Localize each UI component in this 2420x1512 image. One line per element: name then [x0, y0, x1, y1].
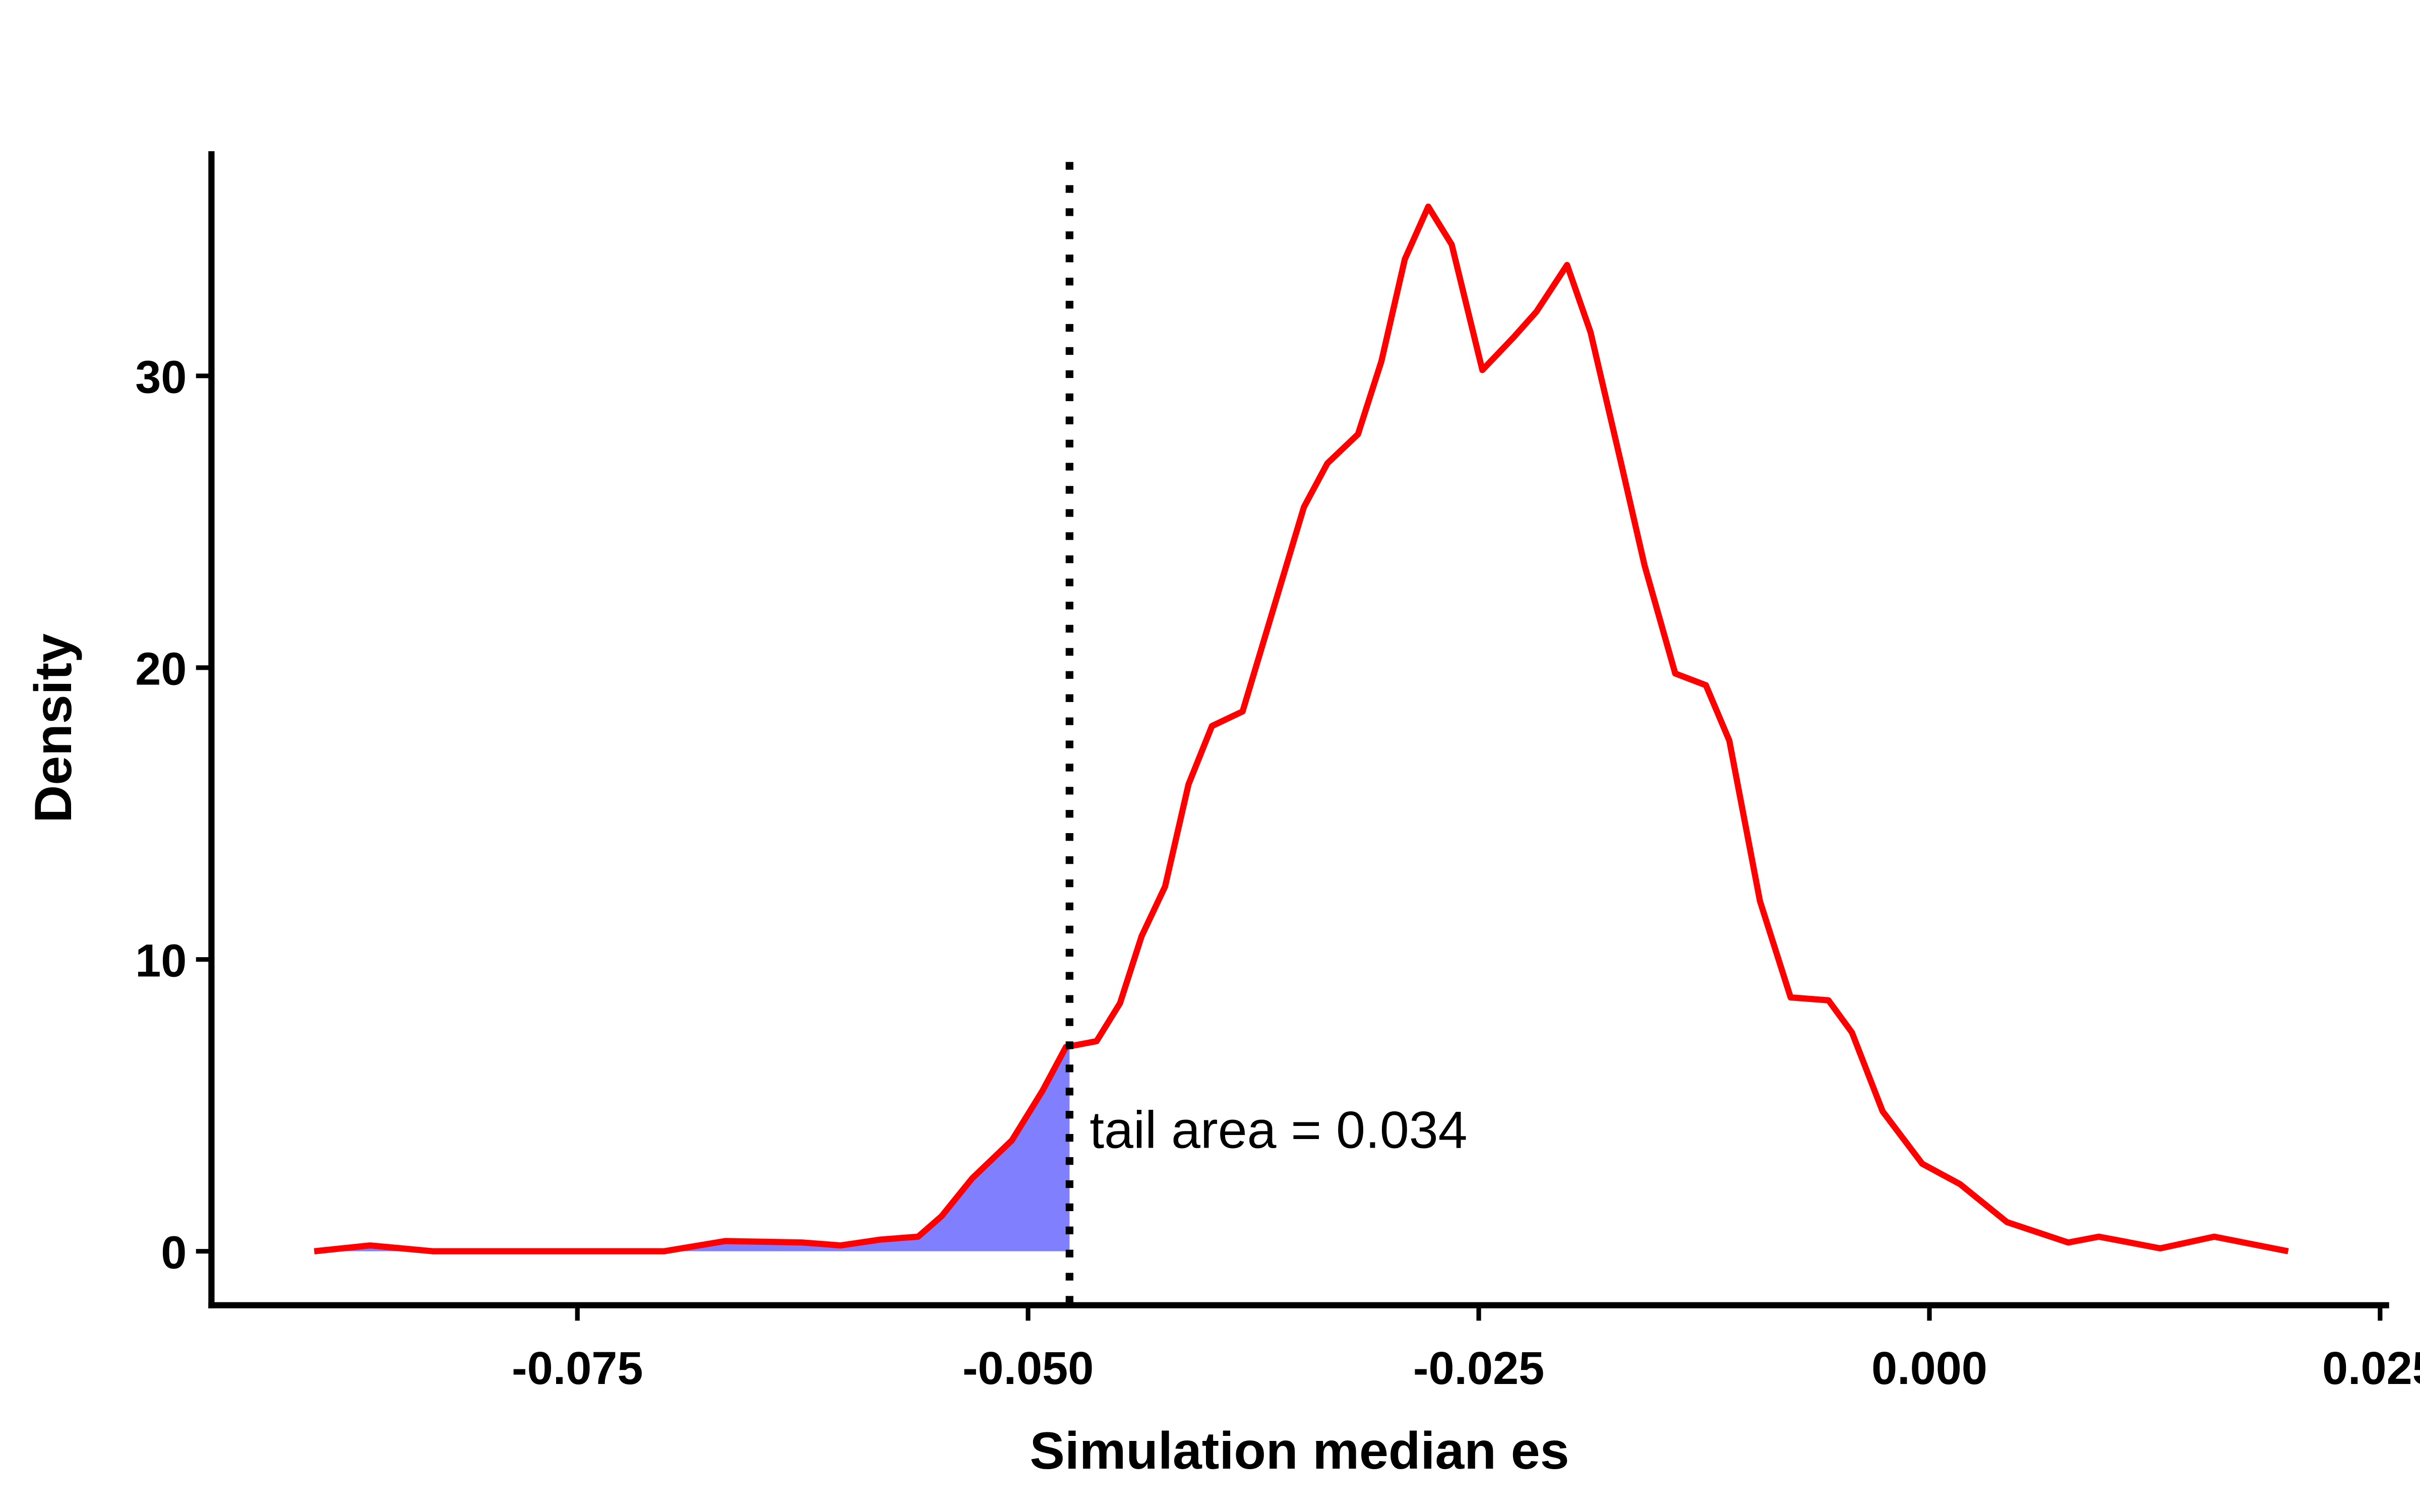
x-tick-label: -0.075 [512, 1343, 643, 1394]
density-line [314, 203, 2289, 1254]
y-axis-title: Density [24, 634, 83, 823]
x-tick-label: -0.050 [962, 1343, 1094, 1394]
x-tick-label: -0.025 [1413, 1343, 1544, 1394]
y-tick-label: 0 [161, 1227, 187, 1278]
tail-area [314, 1046, 1070, 1251]
x-axis-title: Simulation median es [1030, 1422, 1569, 1480]
y-tick-label: 30 [135, 351, 187, 403]
y-tick-label: 20 [135, 643, 187, 695]
annotation: tail area = 0.034 [1090, 1101, 1467, 1160]
x-tick-label: 0.025 [2322, 1343, 2420, 1394]
plot: Simulation median es Density tail area =… [24, 151, 2420, 1480]
y-tick-label: 10 [135, 935, 187, 986]
x-tick-label: 0.000 [1871, 1343, 1987, 1394]
